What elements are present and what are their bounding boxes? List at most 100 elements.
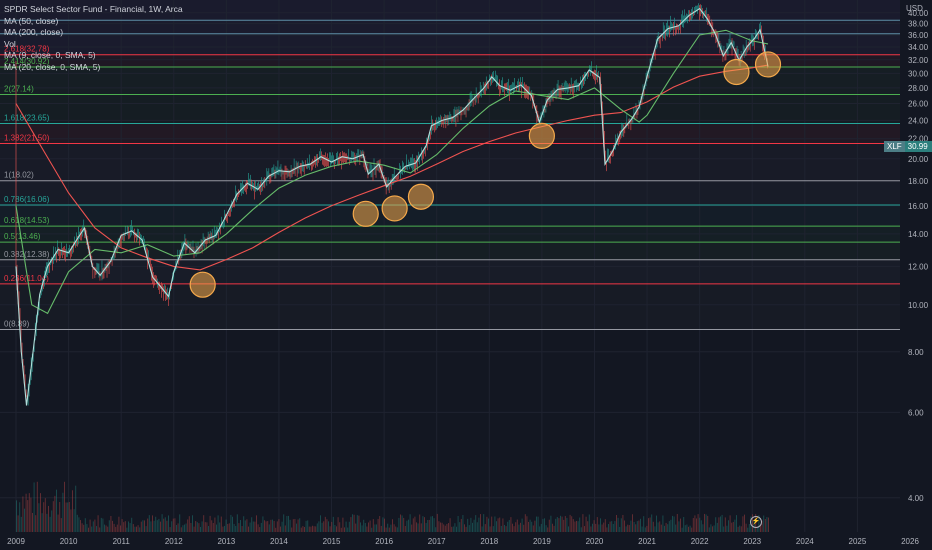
volume-bar	[238, 523, 240, 532]
volume-bar	[244, 520, 246, 532]
volume-bar	[99, 527, 101, 532]
volume-bar	[692, 518, 694, 532]
volume-bar	[91, 526, 93, 532]
volume-bar	[198, 523, 200, 532]
volume-bar	[620, 518, 622, 532]
y-tick-label: 38.00	[908, 20, 929, 29]
volume-bar	[208, 526, 209, 532]
volume-bar	[521, 518, 523, 532]
volume-bar	[419, 514, 421, 532]
volume-bar	[32, 512, 33, 532]
fib-level-label: 0.5(13.46)	[4, 232, 41, 241]
volume-bar	[36, 481, 38, 532]
volume-bar	[515, 522, 517, 532]
volume-bar	[30, 497, 32, 532]
volume-bar	[684, 525, 686, 532]
volume-bar	[536, 516, 537, 532]
volume-bar	[132, 524, 134, 532]
volume-bar	[585, 516, 587, 532]
ma50-line	[15, 29, 769, 315]
indicator-ma200[interactable]: MA (200, close)	[4, 27, 64, 38]
volume-bar	[612, 523, 614, 532]
indicator-vol[interactable]: Vol	[4, 38, 16, 49]
volume-bar	[456, 526, 457, 532]
fib-level-label: 0.236(11.04)	[4, 274, 49, 283]
volume-bar	[726, 525, 728, 532]
volume-bar	[246, 519, 248, 532]
volume-bar	[428, 519, 430, 532]
volume-bar	[504, 524, 505, 532]
x-tick-label: 2013	[217, 537, 235, 546]
volume-bar	[348, 521, 350, 532]
volume-bar	[262, 516, 264, 532]
volume-bar	[107, 526, 109, 532]
volume-bar	[380, 525, 382, 532]
indicator-ma20[interactable]: MA (20, close, 0, SMA, 5)	[4, 61, 101, 72]
volume-bar	[708, 527, 710, 532]
x-tick-label: 2012	[165, 537, 183, 546]
volume-bar	[352, 514, 353, 532]
volume-bar	[617, 517, 619, 532]
volume-bar	[736, 515, 737, 532]
volume-bar	[196, 522, 198, 532]
volume-bar	[724, 517, 726, 532]
volume-bar	[464, 524, 465, 532]
volume-bar	[598, 524, 600, 532]
volume-bar	[369, 520, 371, 532]
indicator-ma9[interactable]: MA (9, close, 0, SMA, 5)	[4, 50, 96, 61]
volume-bar	[457, 516, 459, 532]
volume-bar	[59, 501, 61, 532]
volume-bar	[227, 523, 229, 532]
volume-bar	[579, 517, 581, 532]
volume-bar	[761, 520, 763, 532]
support-circle	[723, 58, 750, 86]
volume-bar	[374, 524, 376, 532]
fib-band	[0, 143, 900, 181]
fib-level-label: 1.618(23.65)	[4, 113, 50, 122]
y-tick-label: 32.00	[908, 56, 929, 65]
volume-bar	[462, 515, 464, 532]
volume-bar	[286, 516, 288, 532]
lightning-icon[interactable]: ⚡	[750, 516, 762, 528]
volume-bar	[544, 518, 545, 532]
volume-bar	[656, 515, 657, 532]
volume-bar	[64, 481, 65, 532]
volume-bar	[404, 525, 406, 532]
volume-bar	[528, 521, 529, 532]
volume-bar	[614, 521, 616, 532]
volume-bar	[630, 520, 632, 532]
volume-bar	[497, 518, 499, 532]
volume-bar	[403, 517, 405, 532]
volume-bar	[176, 524, 177, 532]
volume-bar	[718, 517, 720, 532]
volume-bar	[43, 502, 45, 532]
volume-bar	[344, 527, 345, 532]
fib-level-label: 1(18.02)	[4, 171, 34, 180]
volume-bar	[731, 522, 733, 532]
x-tick-label: 2018	[480, 537, 498, 546]
volume-bar	[80, 520, 81, 532]
volume-bar	[763, 515, 765, 532]
volume-bar	[249, 522, 251, 532]
volume-bar	[424, 517, 425, 532]
volume-bar	[203, 515, 205, 532]
volume-bar	[92, 521, 94, 532]
volume-bar	[411, 524, 413, 532]
volume-bar	[278, 519, 280, 532]
volume-bar	[49, 516, 51, 532]
volume-bar	[582, 514, 584, 532]
volume-bar	[142, 520, 144, 532]
indicator-ma50[interactable]: MA (50, close)	[4, 15, 59, 26]
volume-bar	[401, 515, 403, 532]
volume-bar	[179, 514, 181, 532]
volume-bar	[438, 521, 440, 532]
volume-bar	[616, 514, 617, 532]
fib-band	[0, 67, 900, 95]
volume-bar	[326, 519, 328, 532]
volume-bar	[696, 518, 697, 532]
volume-bar	[105, 525, 107, 532]
volume-bar	[392, 519, 393, 532]
support-circles	[189, 51, 782, 298]
volume-bar	[443, 524, 445, 532]
